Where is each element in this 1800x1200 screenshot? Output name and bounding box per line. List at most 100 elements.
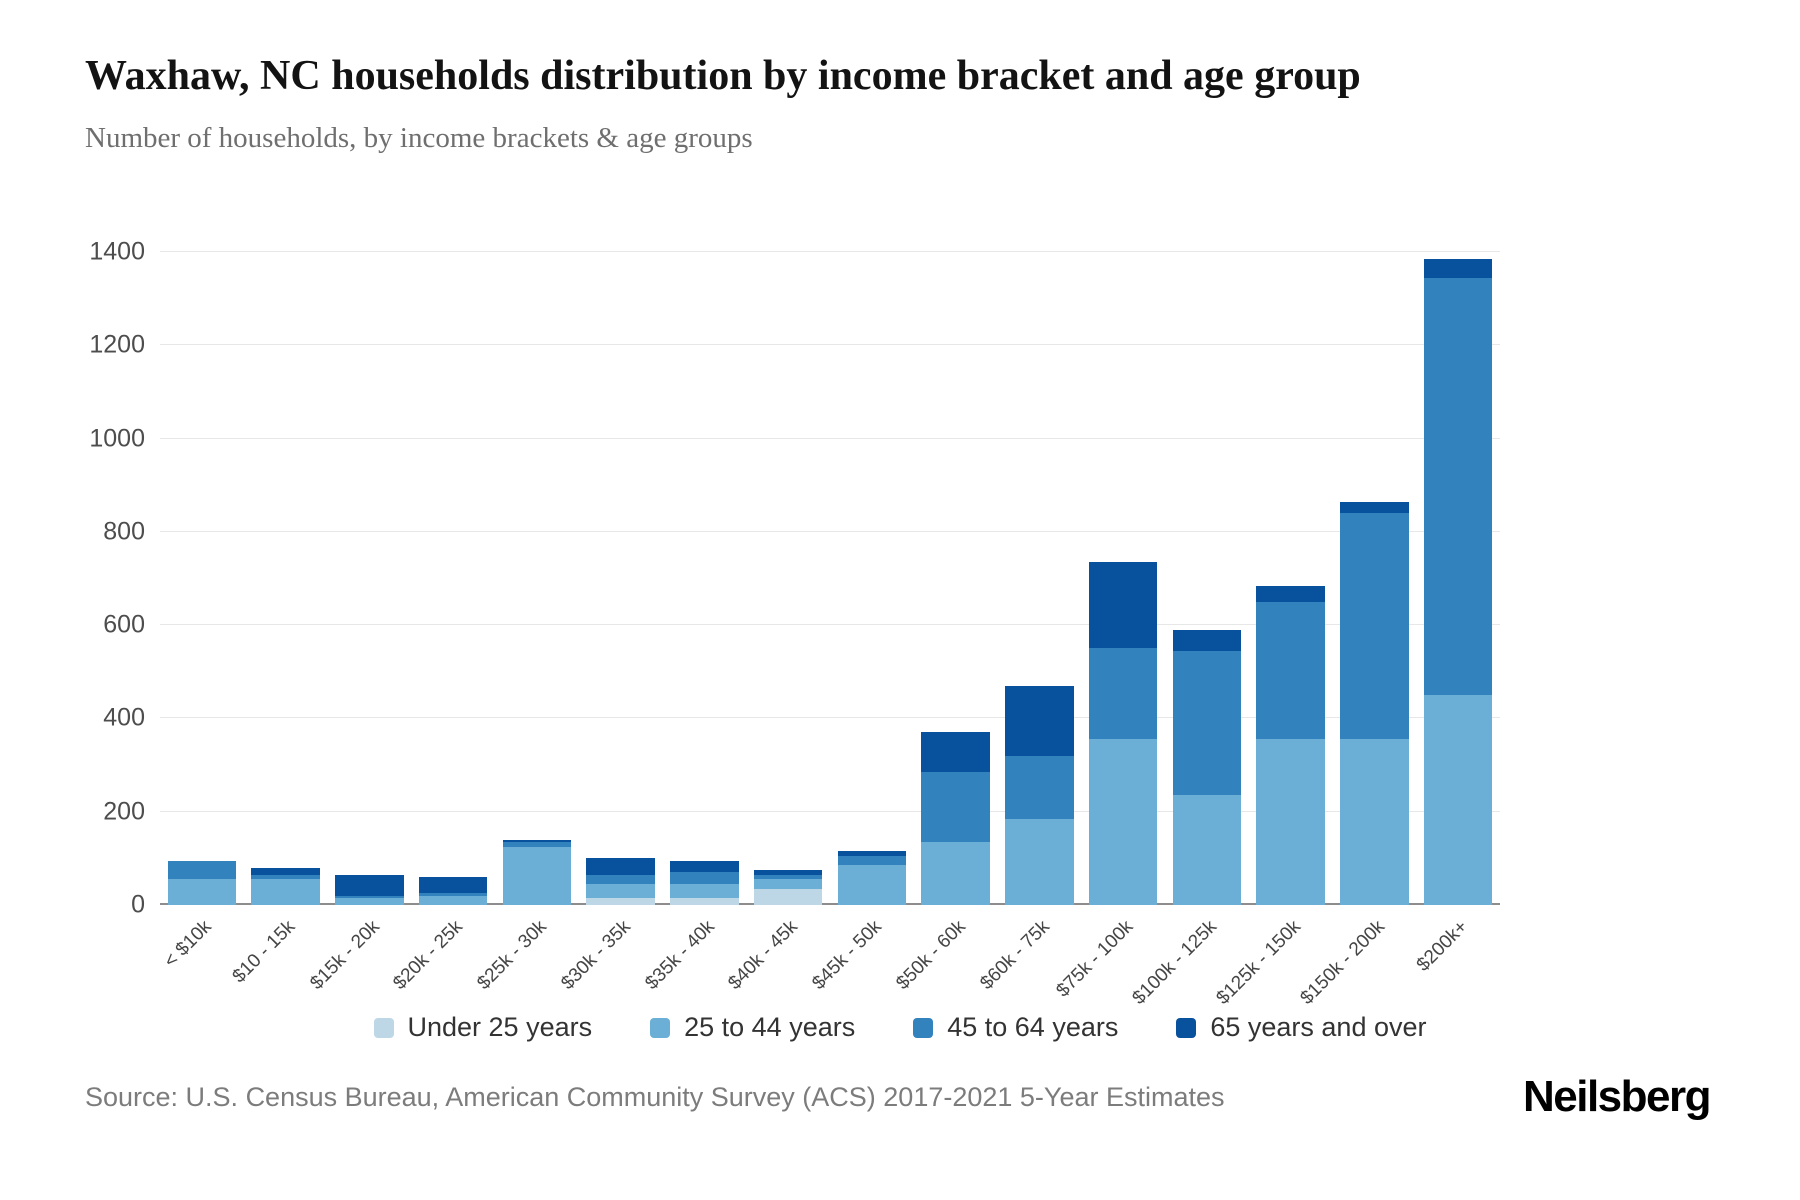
bar-$15k-20k[interactable] [335,252,404,905]
bars [160,252,1500,905]
bar-$150k-200k[interactable] [1340,252,1409,905]
bar-segment[interactable] [753,879,823,889]
bar-segment[interactable] [753,888,823,905]
bar-slot [1333,252,1417,905]
bar-segment[interactable] [921,772,990,843]
legend-swatch [1176,1017,1197,1038]
bar-segment[interactable] [1088,739,1158,905]
x-tick: $45k - 50k [808,905,914,1025]
bar-segment[interactable] [167,879,237,905]
gridline [160,437,1500,439]
gridline [160,717,1500,719]
bar-segment[interactable] [502,846,572,905]
x-tick: $75k - 100k [1052,905,1165,1025]
bar-segment[interactable] [1172,795,1242,905]
bar-segment[interactable] [335,895,404,899]
bar-$35k-40k[interactable] [670,252,739,905]
x-tick: $15k - 20k [306,905,412,1025]
bar-segment[interactable] [335,898,404,905]
legend-item[interactable]: Under 25 years [373,1012,592,1043]
bar-segment[interactable] [1172,650,1242,796]
bar-segment[interactable] [502,839,572,843]
bar-segment[interactable] [502,842,572,847]
x-tick: $60k - 75k [976,905,1082,1025]
bar-$25k-30k[interactable] [502,252,572,905]
bar-segment[interactable] [1256,601,1325,740]
bar-segment[interactable] [586,874,655,885]
bar-segment[interactable] [1423,277,1493,696]
x-tick: $100k - 125k [1128,905,1249,1025]
bar-segment[interactable] [418,893,488,896]
bar-segment[interactable] [1172,629,1242,651]
legend-item[interactable]: 45 to 64 years [913,1012,1118,1043]
bar-segment[interactable] [251,879,320,905]
bar-segment[interactable] [1423,259,1493,278]
bar-segment[interactable] [167,860,237,880]
bar-segment[interactable] [670,860,739,873]
bar-segment[interactable] [586,858,655,875]
bar-segment[interactable] [1005,685,1074,756]
bar-$100k-125k[interactable] [1172,252,1242,905]
neilsberg-logo: Neilsberg [1522,1072,1712,1121]
y-tick-label: 0 [131,890,145,919]
bar-segment[interactable] [1088,648,1158,740]
plot-area [160,251,1500,905]
bar-segment[interactable] [1005,755,1074,819]
bar-$60k-75k[interactable] [1005,252,1074,905]
bar-segment[interactable] [837,851,907,857]
bar-segment[interactable] [670,872,739,885]
bar-slot [1165,252,1249,905]
bar-segment[interactable] [335,874,404,896]
x-axis: < $10k $10 - 15k $15k - 20k $20k - 25k $25k … [160,905,1500,1025]
bar-$20k-25k[interactable] [418,252,488,905]
x-tick: $20k - 25k [390,905,495,1025]
bar-$30k-35k[interactable] [586,252,655,905]
chart-legend: Under 25 years 25 to 44 years 45 to 64 yea… [0,1012,1800,1043]
bar-slot [1416,252,1500,905]
bar-slot [1249,252,1333,905]
bar-segment[interactable] [1340,739,1409,905]
bar-segment[interactable] [418,877,488,894]
x-axis-baseline [160,903,1500,905]
bar-segment[interactable] [418,895,488,905]
legend-swatch [650,1017,671,1038]
bar-segment[interactable] [753,870,823,875]
bar-segment[interactable] [753,874,823,880]
bar-slot [328,252,412,905]
bar-segment[interactable] [251,874,320,880]
bar-segment[interactable] [921,732,990,773]
bar-segment[interactable] [670,884,739,899]
x-tick: $200k+ [1412,905,1500,1025]
bar-segment[interactable] [251,867,320,875]
bar-segment[interactable] [586,884,655,899]
x-tick-label: $200k+ [1412,916,1473,976]
legend-item[interactable]: 65 years and over [1176,1012,1427,1043]
bar-$200k+[interactable] [1423,252,1493,905]
footer: Source: U.S. Census Bureau, American Com… [85,1062,1712,1132]
bar-$50k-60k[interactable] [921,252,990,905]
x-tick: $25k - 30k [473,905,579,1025]
bar-segment[interactable] [670,898,739,905]
bar-segment[interactable] [1256,739,1325,905]
bar-segment[interactable] [1088,562,1158,649]
bar-segment[interactable] [1423,695,1493,905]
bar-slot [244,252,328,905]
stacked-bar-chart: 0 200 400 600 800 1000 1200 1400 < $10k $10 - 15… [85,239,1500,1009]
bar-slot [914,252,998,905]
bar-segment[interactable] [837,856,907,866]
bar-$125k-150k[interactable] [1256,252,1325,905]
bar-$40k-45k[interactable] [753,252,823,905]
legend-item[interactable]: 25 to 44 years [650,1012,855,1043]
y-tick-label: 1200 [89,330,145,359]
bar-$75k-100k[interactable] [1088,252,1158,905]
bar-segment[interactable] [921,842,990,905]
bar-<$10k[interactable] [167,252,237,905]
bar-segment[interactable] [1005,818,1074,905]
bar-segment[interactable] [837,865,907,905]
bar-segment[interactable] [1256,585,1325,602]
bar-segment[interactable] [586,898,655,905]
bar-$45k-50k[interactable] [837,252,907,905]
bar-segment[interactable] [1340,501,1409,514]
bar-segment[interactable] [1340,513,1409,740]
bar-$10-15k[interactable] [251,252,320,905]
